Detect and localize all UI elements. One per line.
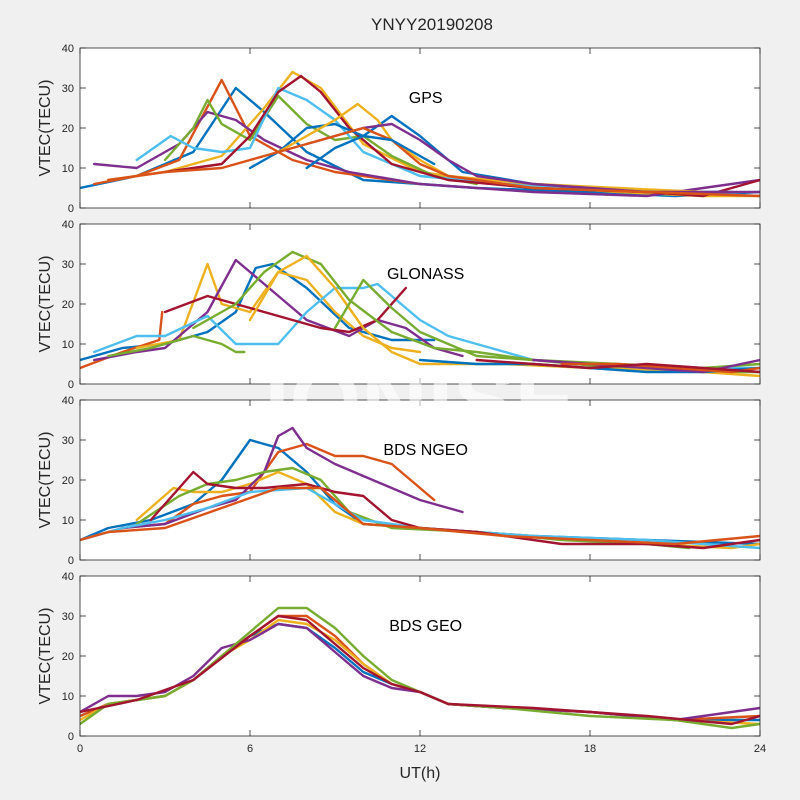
panel-3: 0 10 20 30 40 VTEC(TECU) BDS NGEO (37, 395, 761, 567)
y-tick-label: 40 (62, 571, 74, 583)
y-axis-label: VTEC(TECU) (37, 80, 54, 177)
y-tick-label: 30 (62, 611, 74, 623)
series-line (93, 78, 422, 186)
y-tick-label: 40 (62, 219, 74, 231)
series-line (149, 470, 760, 550)
series-line (163, 286, 407, 334)
y-tick-label: 20 (62, 475, 74, 487)
y-tick-label: 20 (62, 651, 74, 663)
y-tick-label: 30 (62, 83, 74, 95)
plot-area (80, 576, 760, 736)
series-line (305, 134, 436, 170)
series-group (80, 250, 760, 378)
y-tick-label: 0 (68, 203, 74, 215)
x-axis-label: UT(h) (400, 765, 441, 782)
x-tick-label: 18 (584, 743, 596, 755)
panel-1: 0 10 20 30 40 VTEC(TECU) GPS (37, 43, 761, 215)
series-line (107, 126, 760, 198)
y-tick-label: 10 (62, 339, 74, 351)
y-tick-label: 0 (68, 731, 74, 743)
y-axis-label: VTEC(TECU) (37, 608, 54, 705)
panel-title: GPS (409, 90, 443, 107)
y-tick-label: 40 (62, 395, 74, 407)
x-tick-label: 12 (414, 743, 426, 755)
series-line (248, 254, 760, 378)
series-line (532, 358, 760, 374)
panel-2: 0 10 20 30 40 VTEC(TECU) GLONASS (37, 219, 761, 391)
x-tick-label: 0 (77, 743, 83, 755)
y-tick-label: 40 (62, 43, 74, 55)
series-line (93, 282, 760, 370)
watermark: IONISE (264, 350, 576, 452)
y-axis-label: VTEC(TECU) (37, 432, 54, 529)
y-tick-label: 30 (62, 435, 74, 447)
figure-title: YNYY20190208 (371, 15, 493, 34)
x-tick-label: 6 (247, 743, 253, 755)
panel-title: BDS NGEO (383, 442, 467, 459)
series-group (80, 426, 760, 550)
panels: 0 10 20 30 40 VTEC(TECU) GPS 0 10 20 30 40 VTEC(TECU… (37, 43, 766, 755)
series-line (80, 486, 760, 546)
series-line (80, 606, 760, 730)
series-line (80, 86, 760, 198)
x-tick-label: 24 (754, 743, 766, 755)
y-tick-label: 10 (62, 163, 74, 175)
y-tick-label: 10 (62, 691, 74, 703)
y-tick-label: 30 (62, 259, 74, 271)
series-line (107, 334, 246, 358)
y-tick-label: 10 (62, 515, 74, 527)
y-tick-label: 0 (68, 555, 74, 567)
plot-area (80, 400, 760, 560)
y-axis-label: VTEC(TECU) (37, 256, 54, 353)
series-line (163, 94, 478, 186)
y-tick-label: 20 (62, 299, 74, 311)
series-group (80, 606, 760, 730)
y-tick-label: 0 (68, 379, 74, 391)
series-line (93, 258, 464, 362)
panel-4: 0 10 20 30 40 0 6 12 18 24 VTEC(TECU) BDS GEO (37, 571, 766, 755)
y-tick-label: 20 (62, 123, 74, 135)
series-group (80, 70, 760, 198)
series-line (80, 614, 760, 726)
panel-title: BDS GEO (389, 618, 462, 635)
panel-title: GLONASS (387, 266, 464, 283)
series-line (475, 358, 760, 374)
